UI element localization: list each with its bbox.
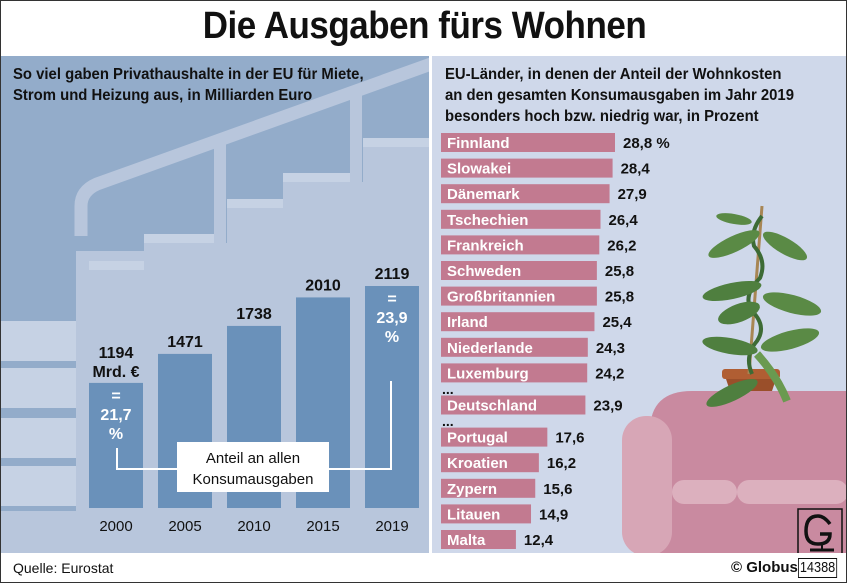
x-tick-2005: 2005	[168, 518, 201, 535]
bar-Niederlande	[441, 337, 588, 357]
country-label-Frankreich: Frankreich	[447, 237, 524, 254]
country-label-Luxemburg: Luxemburg	[447, 365, 529, 382]
x-tick-2015: 2015	[306, 518, 339, 535]
value-label-Portugal: 17,6	[555, 430, 584, 447]
share-annotation-2019-1: 23,9	[376, 310, 407, 327]
bar-Frankreich	[441, 235, 600, 255]
value-label-2015: 2010	[305, 277, 341, 294]
share-annotation-2000-1: 21,7	[100, 407, 131, 424]
left-chart-panel: 1194 Mrd. € 2000 = 21,7% 1471 2005 1738 2010 2010…	[1, 56, 429, 553]
bar-Malta	[441, 530, 516, 549]
value-label-Irland: 25,4	[602, 314, 632, 331]
bar-Tschechien	[441, 209, 601, 229]
country-label-Deutschland: Deutschland	[447, 398, 537, 415]
page-title: Die Ausgaben fürs Wohnen	[202, 5, 647, 47]
share-annotation-2019-0: =	[387, 291, 396, 308]
value-label-Schweden: 25,8	[605, 263, 634, 280]
bar-Finnland	[441, 133, 615, 152]
country-label-Portugal: Portugal	[447, 430, 508, 447]
bar-Portugal	[441, 427, 548, 447]
copyright-credit: © Globus	[731, 559, 798, 576]
country-label-Malta: Malta	[447, 532, 486, 549]
plant-illustration	[702, 205, 822, 407]
callout-box	[177, 442, 329, 492]
value-label-Dänemark: 27,9	[618, 186, 647, 203]
sofa-illustration	[622, 391, 846, 553]
right-chart-svg: Finnland 28,8 % Slowakei 28,4 Dänemark 27,9 Ts…	[441, 133, 846, 553]
right-subtitle-line-1: EU-Länder, in denen der Anteil der Wohnk…	[445, 66, 782, 83]
value-label-Deutschland: 23,9	[593, 398, 622, 415]
unit-label: Mrd. €	[92, 364, 139, 381]
value-label-Finnland: 28,8 %	[623, 135, 670, 152]
callout-text-line-1: Anteil an allen	[206, 450, 300, 467]
x-tick-2019: 2019	[375, 518, 408, 535]
bar-Schweden	[441, 261, 597, 280]
value-label-Litauen: 14,9	[539, 506, 568, 523]
value-label-2005: 1471	[167, 334, 203, 351]
left-subtitle-line-1: So viel gaben Privathaushalte in der EU …	[13, 66, 364, 83]
value-label-Niederlande: 24,3	[596, 340, 625, 357]
bar-Irland	[441, 312, 595, 332]
value-label-Kroatien: 16,2	[547, 455, 576, 472]
value-label-2010: 1738	[236, 306, 272, 323]
bar-Großbritannien	[441, 286, 597, 306]
country-label-Tschechien: Tschechien	[447, 212, 528, 229]
bar-Litauen	[441, 504, 532, 524]
document-number: 14388	[798, 558, 838, 578]
left-subtitle-line-2: Strom und Heizung aus, in Milliarden Eur…	[13, 87, 313, 104]
country-label-Niederlande: Niederlande	[447, 340, 533, 357]
x-tick-2010: 2010	[237, 518, 270, 535]
value-label-Luxemburg: 24,2	[595, 365, 624, 382]
bar-Slowakei	[441, 158, 613, 178]
value-label-Malta: 12,4	[524, 532, 554, 549]
bar-Dänemark	[441, 184, 610, 204]
share-annotation-2000-0: =	[111, 388, 120, 405]
country-label-Finnland: Finnland	[447, 135, 510, 152]
country-label-Litauen: Litauen	[447, 506, 500, 523]
value-label-Frankreich: 26,2	[607, 237, 636, 254]
bar-Luxemburg	[441, 363, 588, 383]
left-chart-subtitle: So viel gaben Privathaushalte in der EU …	[13, 64, 364, 106]
gap-marker: ...	[442, 413, 454, 429]
value-label-2000: 1194	[99, 345, 134, 362]
bar-Kroatien	[441, 453, 539, 473]
source-label: Quelle: Eurostat	[13, 560, 114, 576]
right-chart-subtitle: EU-Länder, in denen der Anteil der Wohnk…	[445, 64, 794, 127]
x-tick-2000: 2000	[99, 518, 132, 535]
value-label-Slowakei: 28,4	[621, 161, 651, 178]
value-label-Großbritannien: 25,8	[605, 289, 634, 306]
right-subtitle-line-2: an den gesamten Konsumausgaben im Jahr 2…	[445, 87, 794, 104]
right-subtitle-line-3: besonders hoch bzw. niedrig war, in Proz…	[445, 108, 759, 125]
country-label-Dänemark: Dänemark	[447, 186, 520, 203]
country-label-Kroatien: Kroatien	[447, 455, 508, 472]
gap-marker: ...	[442, 381, 454, 397]
left-chart-svg: 1194 Mrd. € 2000 = 21,7% 1471 2005 1738 2010 2010…	[1, 56, 429, 553]
bar-Zypern	[441, 478, 536, 498]
bar-group: Finnland 28,8 % Slowakei 28,4 Dänemark 27,9 Ts…	[441, 133, 670, 549]
value-label-Zypern: 15,6	[543, 481, 572, 498]
share-annotation-2019-2: %	[385, 329, 399, 346]
country-label-Schweden: Schweden	[447, 263, 521, 280]
globus-logo	[797, 508, 843, 553]
right-chart-panel: Finnland 28,8 % Slowakei 28,4 Dänemark 27,9 Ts…	[432, 56, 846, 553]
country-label-Slowakei: Slowakei	[447, 161, 511, 178]
country-label-Irland: Irland	[447, 314, 488, 331]
value-label-2019: 2119	[375, 266, 410, 283]
callout-text-line-2: Konsumausgaben	[193, 471, 314, 488]
share-annotation-2000-2: %	[109, 426, 123, 443]
bar-Deutschland	[441, 395, 586, 415]
bar-2000	[89, 382, 143, 508]
country-label-Großbritannien: Großbritannien	[447, 289, 555, 306]
country-label-Zypern: Zypern	[447, 481, 497, 498]
value-label-Tschechien: 26,4	[609, 212, 639, 229]
